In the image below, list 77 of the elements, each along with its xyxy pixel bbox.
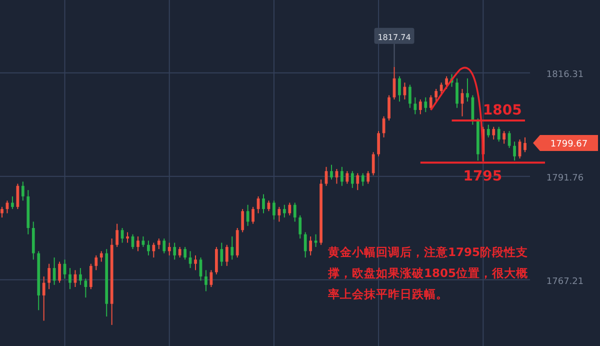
candlestick bbox=[84, 278, 88, 298]
candlestick bbox=[330, 164, 333, 180]
candlestick bbox=[220, 242, 224, 266]
candlestick bbox=[272, 200, 276, 220]
candlestick bbox=[377, 130, 380, 157]
candlestick bbox=[0, 206, 4, 218]
candlestick bbox=[418, 98, 422, 115]
candlestick bbox=[356, 172, 360, 191]
candlestick bbox=[282, 204, 286, 218]
candlestick bbox=[429, 94, 432, 110]
ref-line-label: 1805 bbox=[482, 102, 522, 119]
candlestick bbox=[68, 268, 72, 290]
candlestick bbox=[157, 238, 160, 250]
candlestick bbox=[456, 78, 458, 108]
candlestick bbox=[178, 246, 182, 258]
candlestick bbox=[204, 270, 208, 292]
candlestick bbox=[252, 206, 254, 224]
candlestick bbox=[502, 130, 506, 144]
candlestick bbox=[136, 236, 140, 252]
candlestick bbox=[298, 214, 302, 240]
candlestick bbox=[214, 246, 218, 275]
candlestick bbox=[524, 136, 526, 153]
y-tick-label: 1791.76 bbox=[546, 173, 584, 184]
candlestick bbox=[230, 236, 234, 260]
candlestick bbox=[184, 246, 186, 260]
candlestick bbox=[466, 78, 469, 102]
candlestick bbox=[147, 240, 150, 256]
annotation: 1817.74 bbox=[378, 32, 411, 42]
candlestick bbox=[398, 76, 401, 102]
candlestick bbox=[288, 202, 292, 216]
candlestick bbox=[445, 76, 448, 90]
candlestick bbox=[173, 242, 176, 260]
candlestick bbox=[58, 261, 61, 284]
candlestick bbox=[293, 202, 296, 222]
candlestick bbox=[152, 242, 156, 258]
candlestick bbox=[372, 152, 375, 176]
candlestick bbox=[168, 242, 171, 256]
candlestick bbox=[94, 254, 98, 271]
candlestick bbox=[162, 238, 166, 254]
candlestick bbox=[304, 232, 307, 258]
candlestick bbox=[414, 96, 417, 115]
candlestick bbox=[42, 276, 46, 322]
ref-line-label: 1795 bbox=[463, 168, 502, 185]
candlestick bbox=[48, 263, 51, 290]
candlestick bbox=[11, 196, 14, 210]
candlestick bbox=[388, 94, 390, 122]
candlestick bbox=[126, 232, 129, 244]
annotation: 黄金小幅回调后，注意1795阶段性支撑，欧盘如果涨破1805位置，很大概率上会抹平昨日跌幅。 bbox=[328, 244, 528, 303]
candlestick bbox=[262, 194, 265, 214]
y-tick-label: 1767.21 bbox=[546, 276, 584, 287]
candlestick bbox=[225, 244, 228, 266]
candlestick bbox=[100, 250, 103, 262]
candlestick bbox=[79, 268, 82, 286]
candlestick bbox=[508, 130, 511, 148]
candlestick bbox=[497, 126, 500, 142]
y-tick-label: 1816.31 bbox=[546, 70, 584, 80]
candlestick bbox=[309, 236, 312, 256]
candlestick bbox=[89, 263, 92, 290]
candlestick bbox=[346, 170, 349, 184]
candlestick bbox=[434, 88, 438, 102]
candlestick bbox=[116, 223, 118, 248]
candlestick bbox=[513, 141, 516, 162]
candlestick bbox=[194, 254, 197, 271]
candlestick bbox=[350, 170, 354, 188]
candlestick bbox=[366, 170, 370, 184]
candlestick bbox=[21, 181, 24, 202]
candlestick bbox=[492, 126, 496, 140]
candlestick bbox=[142, 236, 145, 248]
candlestick bbox=[408, 84, 412, 108]
candlestick bbox=[241, 208, 244, 233]
candlestick bbox=[210, 270, 213, 288]
text: 1799.67 bbox=[550, 139, 588, 150]
candlestick bbox=[424, 96, 428, 113]
candlestick bbox=[361, 172, 364, 186]
candlestick bbox=[440, 82, 443, 96]
candlestick bbox=[340, 166, 344, 186]
candlestick bbox=[486, 124, 490, 138]
